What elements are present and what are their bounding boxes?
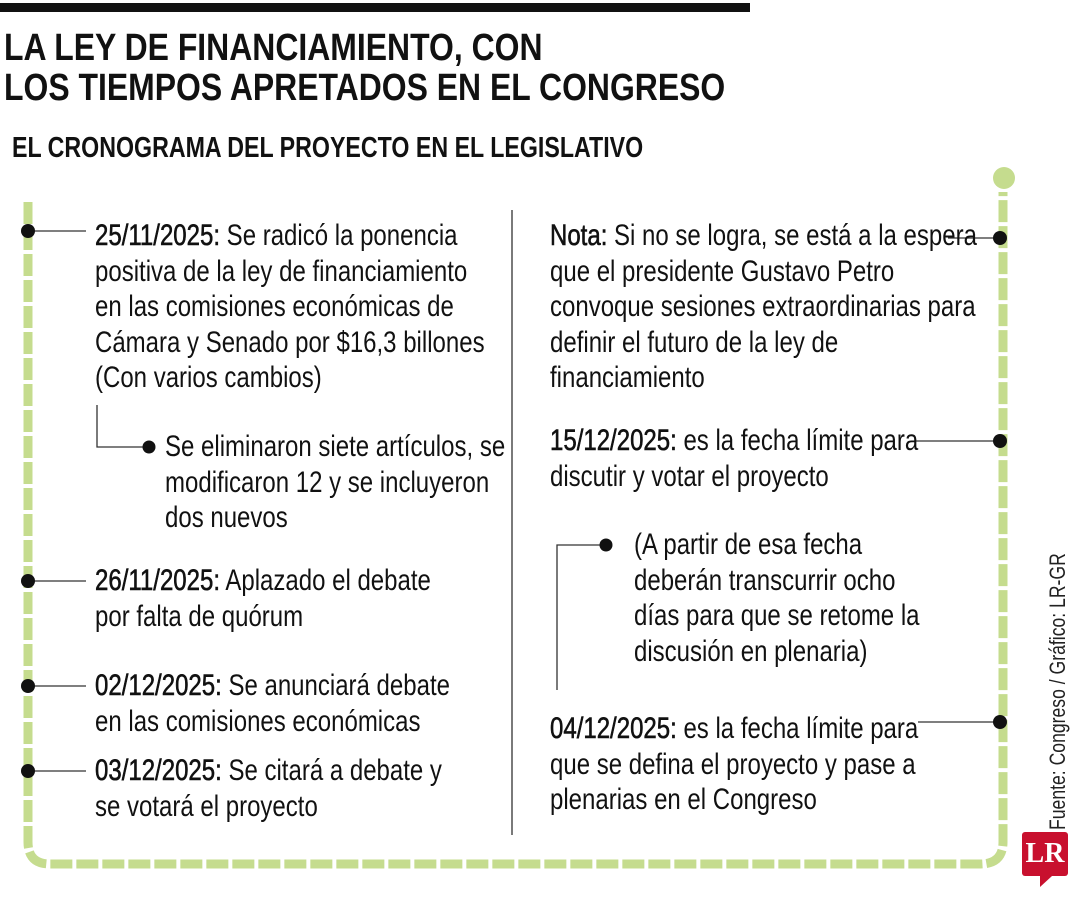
entry-text: financiamiento [550,361,705,394]
entry-text: (Con varios cambios) [95,361,322,394]
entry-text: convoque sesiones extraordinarias para [550,290,976,323]
entry-date: Nota: [550,219,608,253]
entry-text: días para que se retome la [634,599,920,632]
entry-text: deberán transcurrir ocho [634,563,896,597]
entry-date: 04/12/2025: [550,712,677,746]
subtitle: EL CRONOGRAMA DEL PROYECTO EN EL LEGISLA… [12,132,644,164]
timeline-dot [21,764,35,778]
entry-text: es la fecha límite para [676,424,919,457]
entry-text: que el presidente Gustavo Petro [550,254,895,288]
timeline-entry: 02/12/2025: Se anunciará debate en las c… [95,668,450,739]
title-line: LA LEY DE FINANCIAMIENTO, CON [4,27,543,69]
entry-text: dos nuevos [165,501,288,534]
entry-text: que se defina el proyecto y pase a [550,747,916,781]
entry-text: (A partir de esa fecha [634,528,863,561]
entry-text: Se eliminaron siete artículos, se [165,430,506,463]
entry-text: Se anunciará debate [221,669,450,702]
entry-text: positiva de la ley de financiamiento [95,254,468,288]
entry-text: Se citará a debate y [221,754,442,787]
timeline-dot [599,538,613,552]
entry-text: por falta de quórum [95,599,304,633]
timeline-dot [21,679,35,693]
timeline-dot [142,440,156,454]
timeline-dot [993,231,1007,245]
timeline-dot [993,434,1007,448]
page-title: LA LEY DE FINANCIAMIENTO, CON LOS TIEMPO… [4,28,725,108]
timeline-dot [21,574,35,588]
timeline-entry: 04/12/2025: es la fecha límite para que … [550,711,918,818]
timeline-entry: 03/12/2025: Se citará a debate y se vota… [95,753,442,824]
entry-date: 02/12/2025: [95,669,222,703]
lr-logo: LR [1022,832,1068,876]
timeline-dot [993,715,1007,729]
entry-text: Cámara y Senado por $16,3 billones [95,325,485,359]
entry-text: discusión en plenaria) [634,634,868,668]
timeline-entry: 26/11/2025: Aplazado el debate por falta… [95,563,431,634]
entry-text: es la fecha límite para [676,712,919,745]
timeline-subentry: Se eliminaron siete artículos, se modifi… [165,429,505,536]
entry-date: 25/11/2025: [95,219,221,253]
entry-text: modificaron 12 y se incluyeron [165,465,490,499]
entry-text: discutir y votar el proyecto [550,459,829,493]
entry-text: en las comisiones económicas [95,704,421,738]
timeline-start-dot [993,167,1015,189]
timeline-subentry: (A partir de esa fecha deberán transcurr… [634,527,920,669]
entry-date: 15/12/2025: [550,424,677,458]
timeline-dot [21,224,35,238]
source-credit: Fuente: Congreso / Gráfico: LR-GR [1045,553,1070,830]
entry-text: en las comisiones económicas de [95,290,454,323]
entry-text: se votará el proyecto [95,789,318,823]
lr-logo-tail [1040,876,1052,887]
timeline-entry: 25/11/2025: Se radicó la ponencia positi… [95,218,485,396]
entry-text: Aplazado el debate [220,564,431,597]
entry-date: 26/11/2025: [95,564,221,598]
title-line: LOS TIEMPOS APRETADOS EN EL CONGRESO [4,67,726,109]
entry-date: 03/12/2025: [95,754,222,788]
timeline-path [23,192,1008,869]
timeline-entry: 15/12/2025: es la fecha límite para disc… [550,423,918,494]
note-entry: Nota: Si no se logra, se está a la esper… [550,218,977,396]
entry-text: Si no se logra, se está a la espera [607,219,977,252]
top-rule [0,3,750,12]
entry-text: Se radicó la ponencia [220,219,458,252]
entry-text: definir el futuro de la ley de [550,325,839,359]
entry-text: plenarias en el Congreso [550,783,817,816]
